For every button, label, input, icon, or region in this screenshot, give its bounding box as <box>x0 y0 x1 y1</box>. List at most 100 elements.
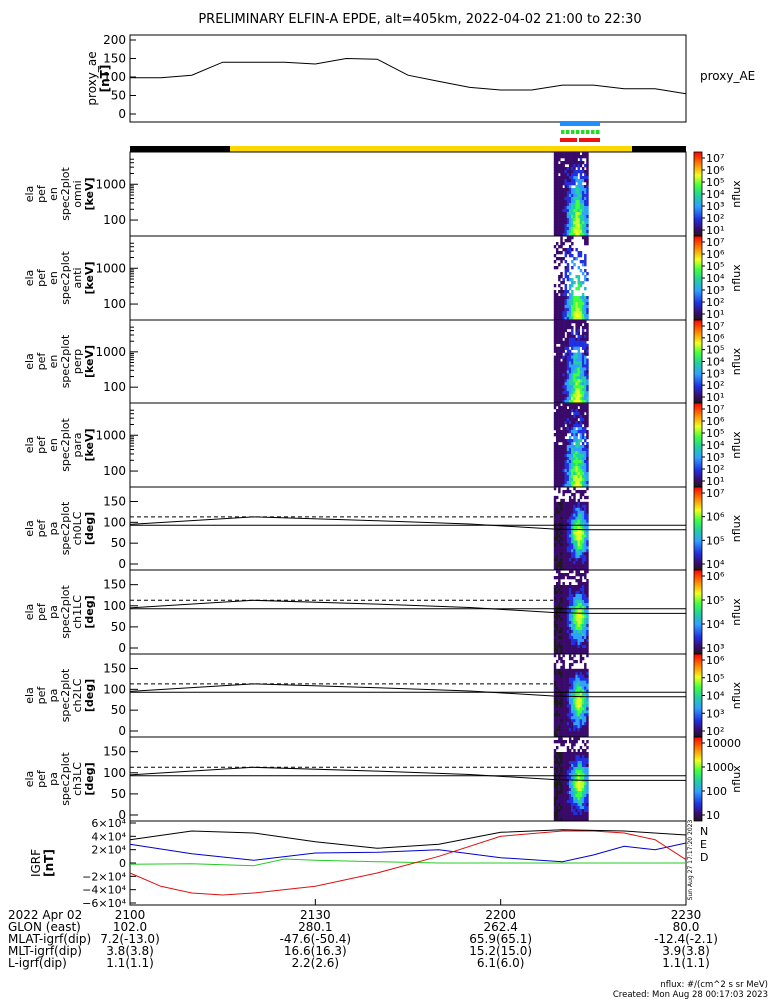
heatmap-cell <box>579 504 583 509</box>
heatmap-cell <box>558 728 561 732</box>
heatmap-cell <box>575 340 578 345</box>
heatmap-cell <box>562 230 565 234</box>
heatmap-cell <box>577 209 581 213</box>
heatmap-cell <box>573 152 576 156</box>
heatmap-cell <box>581 161 585 165</box>
heatmap-cell <box>571 594 574 598</box>
heatmap-cell <box>560 379 563 383</box>
heatmap-cell <box>573 388 576 392</box>
heatmap-cell <box>560 656 563 661</box>
heatmap-cell <box>564 740 568 744</box>
heatmap-cell <box>573 448 576 452</box>
heatmap-cell <box>562 719 565 723</box>
heatmap-cell <box>562 671 565 676</box>
heatmap-cell <box>568 692 572 696</box>
heatmap-cell <box>571 585 574 589</box>
heatmap-cell <box>577 591 581 595</box>
heatmap-cell <box>577 510 581 514</box>
heatmap-cell <box>577 504 581 509</box>
heatmap-cell <box>573 722 576 726</box>
heatmap-cell <box>584 152 587 156</box>
heatmap-cell <box>581 564 585 568</box>
heatmap-cell <box>586 716 589 720</box>
heatmap-cell <box>564 284 568 288</box>
heatmap-cell <box>586 540 589 544</box>
heatmap-cell <box>562 382 565 386</box>
heatmap-cell <box>573 176 576 180</box>
heatmap-cell <box>581 188 585 192</box>
heatmap-cell <box>555 719 559 723</box>
spec-ytick-label: 100 <box>103 297 126 311</box>
heatmap-cell <box>586 224 589 228</box>
heatmap-cell <box>584 507 587 512</box>
heatmap-cell <box>573 639 576 643</box>
igrf-legend-D: D <box>700 851 708 864</box>
heatmap-cell <box>558 152 561 156</box>
heatmap-cell <box>575 170 578 174</box>
igrf-line-N <box>129 842 687 863</box>
heatmap-cell <box>577 206 581 210</box>
heatmap-cell <box>566 695 570 699</box>
heatmap-cell <box>558 406 561 410</box>
spec-ylabel-line: pa <box>47 522 60 536</box>
heatmap-cell <box>586 331 589 336</box>
heatmap-cell <box>571 155 574 159</box>
heatmap-cell <box>560 182 563 186</box>
heatmap-cell <box>571 427 574 431</box>
heatmap-cell <box>579 543 583 547</box>
footer-value: 3.8(3.8) <box>106 944 154 958</box>
heatmap-cell <box>575 764 578 768</box>
heatmap-cell <box>555 725 559 729</box>
heatmap-cell <box>568 809 572 813</box>
heatmap-cell <box>577 430 581 434</box>
heatmap-cell <box>577 424 581 428</box>
heatmap-cell <box>562 322 565 327</box>
heatmap-cell <box>577 302 581 306</box>
heatmap-cell <box>553 606 557 610</box>
heatmap-cell <box>577 463 581 467</box>
heatmap-cell <box>573 728 576 732</box>
heatmap-cell <box>584 683 587 687</box>
heatmap-cell <box>586 433 589 437</box>
heatmap-cell <box>581 585 585 589</box>
heatmap-cell <box>555 633 559 637</box>
heatmap-cell <box>573 522 576 526</box>
heatmap-cell <box>558 328 561 333</box>
heatmap-cell <box>577 215 581 219</box>
heatmap-cell <box>581 334 585 339</box>
heatmap-cell <box>562 773 565 777</box>
heatmap-cell <box>575 442 578 446</box>
heatmap-cell <box>579 642 583 646</box>
heatmap-cell <box>564 794 568 798</box>
heatmap-cell <box>564 818 568 822</box>
heatmap-cell <box>568 349 572 353</box>
heatmap-cell <box>579 436 583 440</box>
heatmap-cell <box>553 558 557 562</box>
footer-value: 280.1 <box>298 920 332 934</box>
heatmap-cell <box>581 818 585 822</box>
heatmap-cell <box>564 152 568 156</box>
igrf-ytick-label: −6×10⁴ <box>82 897 126 910</box>
heatmap-cell <box>573 812 576 816</box>
heatmap-cell <box>555 397 559 401</box>
heatmap-cell <box>564 466 568 470</box>
heatmap-cell <box>553 510 557 514</box>
heatmap-cell <box>573 361 576 365</box>
heatmap-cell <box>577 391 581 395</box>
heatmap-cell <box>555 525 559 529</box>
heatmap-cell <box>555 639 559 643</box>
heatmap-cell <box>558 624 561 628</box>
heatmap-cell <box>571 305 574 309</box>
footer-value: 102.0 <box>113 920 147 934</box>
heatmap-cell <box>553 364 557 368</box>
heatmap-cell <box>584 603 587 607</box>
heatmap-cell <box>558 603 561 607</box>
heatmap-cell <box>566 334 570 339</box>
heatmap-cell <box>586 579 589 583</box>
heatmap-cell <box>581 403 585 407</box>
heatmap-cell <box>566 645 570 649</box>
heatmap-cell <box>566 648 570 652</box>
heatmap-cell <box>584 749 587 753</box>
heatmap-cell <box>564 728 568 732</box>
heatmap-cell <box>553 537 557 541</box>
